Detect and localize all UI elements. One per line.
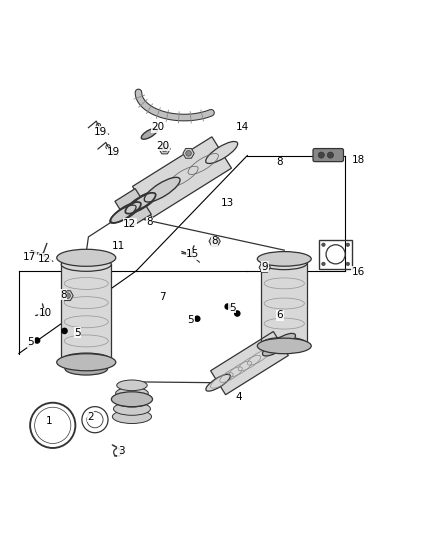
Text: 5: 5 <box>28 337 34 347</box>
Ellipse shape <box>261 337 307 350</box>
Polygon shape <box>61 264 111 360</box>
Polygon shape <box>209 236 220 246</box>
Ellipse shape <box>126 191 158 213</box>
Polygon shape <box>159 144 170 154</box>
Circle shape <box>43 311 47 315</box>
Ellipse shape <box>261 257 307 270</box>
Ellipse shape <box>115 395 149 407</box>
Text: 2: 2 <box>87 411 94 422</box>
Circle shape <box>35 338 40 343</box>
Ellipse shape <box>257 252 311 266</box>
Text: 13: 13 <box>221 198 234 207</box>
Ellipse shape <box>116 387 148 399</box>
Circle shape <box>162 146 167 152</box>
Circle shape <box>186 150 191 156</box>
Circle shape <box>327 152 333 158</box>
Circle shape <box>346 262 350 265</box>
Ellipse shape <box>113 402 150 415</box>
Polygon shape <box>261 263 307 344</box>
Ellipse shape <box>117 380 147 391</box>
Text: 15: 15 <box>186 249 200 260</box>
Ellipse shape <box>268 335 293 352</box>
Circle shape <box>262 264 268 270</box>
Text: 8: 8 <box>60 290 67 300</box>
Ellipse shape <box>141 128 158 139</box>
Ellipse shape <box>57 249 116 266</box>
Polygon shape <box>259 262 270 272</box>
Ellipse shape <box>262 333 296 356</box>
Ellipse shape <box>206 141 238 164</box>
Ellipse shape <box>144 177 180 202</box>
Circle shape <box>194 316 200 321</box>
Polygon shape <box>183 149 194 158</box>
FancyBboxPatch shape <box>313 149 343 161</box>
Circle shape <box>212 238 218 244</box>
Text: 4: 4 <box>235 392 242 402</box>
Text: 19: 19 <box>94 126 107 136</box>
Ellipse shape <box>65 362 107 375</box>
Circle shape <box>235 311 240 316</box>
Polygon shape <box>115 189 151 227</box>
Ellipse shape <box>130 192 156 211</box>
Text: 20: 20 <box>156 141 169 150</box>
Circle shape <box>41 253 45 256</box>
Polygon shape <box>133 137 232 218</box>
Text: 11: 11 <box>112 240 126 251</box>
Circle shape <box>318 152 324 158</box>
Circle shape <box>62 328 67 334</box>
Circle shape <box>225 304 230 309</box>
Text: 5: 5 <box>229 303 235 313</box>
Ellipse shape <box>110 205 136 223</box>
Text: 5: 5 <box>187 314 194 325</box>
Text: 1: 1 <box>46 416 53 426</box>
Circle shape <box>346 243 350 246</box>
Ellipse shape <box>113 410 152 424</box>
Ellipse shape <box>206 374 230 391</box>
Text: 9: 9 <box>261 262 268 271</box>
Circle shape <box>189 253 192 256</box>
Text: 20: 20 <box>152 122 165 132</box>
Circle shape <box>65 293 71 298</box>
Ellipse shape <box>61 257 111 271</box>
Text: 19: 19 <box>107 148 120 157</box>
Text: 12: 12 <box>123 219 136 229</box>
Circle shape <box>322 262 325 265</box>
Ellipse shape <box>61 353 111 367</box>
Text: 6: 6 <box>277 310 283 320</box>
Text: 7: 7 <box>159 292 166 302</box>
Circle shape <box>322 243 325 246</box>
Text: 8: 8 <box>212 236 218 246</box>
Text: 3: 3 <box>118 447 124 456</box>
Text: 12: 12 <box>38 254 52 264</box>
Polygon shape <box>211 332 288 395</box>
Text: 18: 18 <box>352 155 365 165</box>
Ellipse shape <box>57 354 116 371</box>
Ellipse shape <box>257 338 311 354</box>
Polygon shape <box>62 291 73 301</box>
Ellipse shape <box>111 392 152 407</box>
Text: 17: 17 <box>23 252 36 262</box>
Bar <box>319 240 352 269</box>
Text: 10: 10 <box>39 308 52 318</box>
Text: 8: 8 <box>146 217 153 227</box>
Text: 5: 5 <box>74 328 81 337</box>
Text: 16: 16 <box>352 266 365 277</box>
Text: 14: 14 <box>237 122 250 132</box>
Text: 8: 8 <box>277 157 283 167</box>
